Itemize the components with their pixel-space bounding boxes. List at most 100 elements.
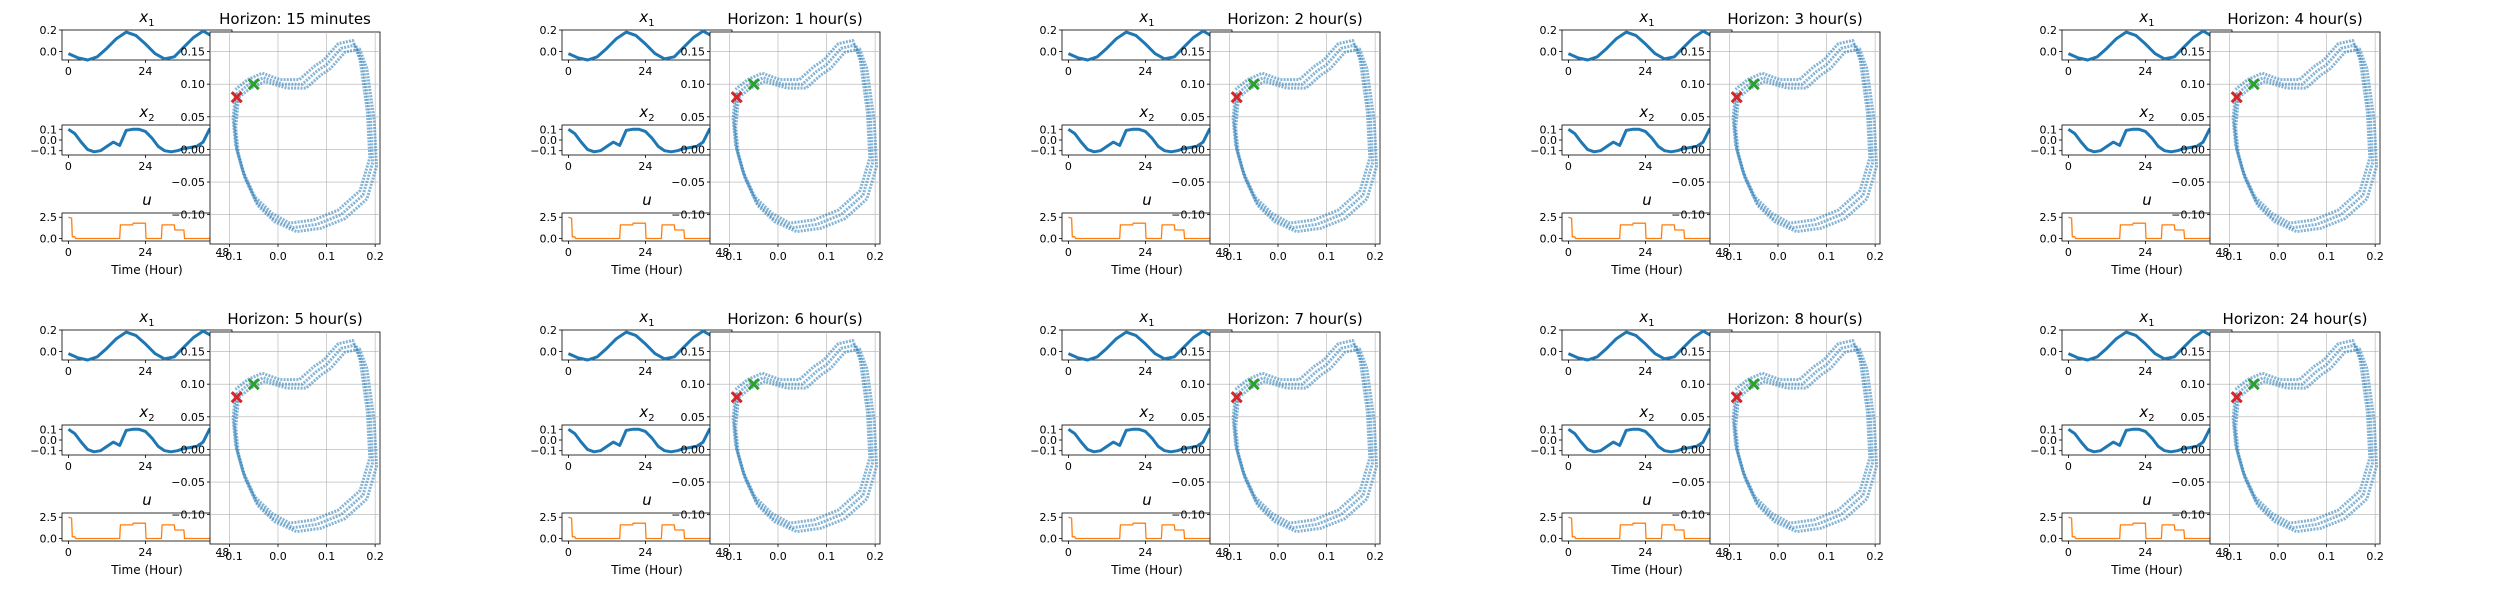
- horizon-panel-group: x10.20.002448x20.10.0−0.102448u2.50.0024…: [1530, 8, 1884, 277]
- x1-title-subscript: 1: [1148, 318, 1154, 329]
- phase-ytick-label: 0.15: [181, 346, 206, 359]
- u-ytick-label: 0.0: [2040, 232, 2058, 245]
- u-title: u: [2142, 491, 2152, 509]
- x2-ytick-label: 0.0: [40, 134, 58, 147]
- phase-ytick-label: 0.10: [681, 78, 706, 91]
- u-ytick-label: 2.5: [540, 211, 558, 224]
- x1-series-line: [2067, 329, 2230, 362]
- u-axes-frame: [1061, 212, 1233, 242]
- phase-xtick-label: 0.2: [1866, 550, 1884, 563]
- phase-xtick-label: −0.1: [2216, 250, 2243, 263]
- u-axes-frame: [61, 212, 233, 242]
- phase-trajectory: [231, 339, 372, 525]
- x2-title-subscript: 2: [648, 413, 654, 424]
- x1-title: x1: [638, 308, 654, 329]
- phase-xtick-label: 0.2: [366, 250, 384, 263]
- phase-ytick-label: −0.10: [671, 509, 705, 522]
- u-axes-frame: [1561, 212, 1733, 242]
- x2-ytick-label: 0.0: [540, 134, 558, 147]
- horizon-panel-group: x10.20.002448x20.10.0−0.102448u2.50.0024…: [30, 8, 384, 277]
- phase-trajectory: [1731, 39, 1872, 225]
- x2-title-subscript: 2: [148, 113, 154, 124]
- u-axes-frame: [1061, 512, 1233, 542]
- u-xtick-label: 24: [638, 546, 652, 559]
- u-xtick-label: 24: [1638, 546, 1652, 559]
- phase-trajectory: [1231, 339, 1372, 525]
- x1-xtick-label: 0: [65, 65, 72, 78]
- time-axis-label: Time (Hour): [1110, 263, 1182, 277]
- x2-xtick-label: 0: [565, 160, 572, 173]
- x2-title-symbol: x: [138, 103, 148, 121]
- end-marker: [1247, 78, 1260, 91]
- x1-ytick-label: 0.0: [2040, 45, 2058, 58]
- x1-ytick-label: 0.2: [40, 24, 58, 37]
- x1-title: x1: [1638, 8, 1654, 29]
- x2-title-subscript: 2: [1148, 413, 1154, 424]
- time-axis-label: Time (Hour): [610, 563, 682, 577]
- x1-title-symbol: x: [2138, 308, 2148, 326]
- x1-title: x1: [1138, 8, 1154, 29]
- end-marker: [2247, 78, 2260, 91]
- x1-title-symbol: x: [638, 308, 648, 326]
- x2-series-line: [67, 427, 230, 454]
- u-ytick-label: 2.5: [1540, 511, 1558, 524]
- u-ytick-label: 0.0: [40, 532, 58, 545]
- x1-ytick-label: 0.0: [40, 345, 58, 358]
- x1-title: x1: [2138, 308, 2154, 329]
- x2-ytick-label: −0.1: [2030, 445, 2057, 458]
- phase-ytick-label: 0.15: [681, 46, 706, 59]
- phase-axes-frame: [709, 331, 881, 545]
- phase-xtick-label: 0.0: [2269, 250, 2287, 263]
- phase-title: Horizon: 8 hour(s): [1727, 310, 1862, 328]
- x2-title: x2: [1138, 103, 1154, 124]
- phase-axes-frame: [1709, 31, 1881, 245]
- phase-title: Horizon: 15 minutes: [219, 10, 371, 28]
- phase-ytick-label: −0.10: [1671, 209, 1705, 222]
- horizon-panel-group: x10.20.002448x20.10.0−0.102448u2.50.0024…: [30, 308, 384, 577]
- x2-title-subscript: 2: [1648, 413, 1654, 424]
- x1-title: x1: [638, 8, 654, 29]
- time-axis-label: Time (Hour): [110, 563, 182, 577]
- u-xtick-label: 48: [2215, 246, 2229, 259]
- phase-ytick-label: −0.05: [1171, 176, 1205, 189]
- x2-ytick-label: 0.1: [1540, 423, 1558, 436]
- x1-title-subscript: 1: [1648, 18, 1654, 29]
- x1-title-symbol: x: [638, 8, 648, 26]
- horizon-panel-group: x10.20.002448x20.10.0−0.102448u2.50.0024…: [1030, 308, 1384, 577]
- start-marker: [1730, 391, 1743, 404]
- x1-title-symbol: x: [1138, 308, 1148, 326]
- x2-series-line: [2067, 427, 2230, 454]
- u-xtick-label: 24: [1638, 246, 1652, 259]
- u-title: u: [2142, 191, 2152, 209]
- phase-ytick-label: 0.15: [181, 46, 206, 59]
- x2-ytick-label: 0.1: [1040, 123, 1058, 136]
- x2-ytick-label: 0.1: [1540, 123, 1558, 136]
- x2-ytick-label: −0.1: [530, 445, 557, 458]
- u-ytick-label: 0.0: [1540, 532, 1558, 545]
- x1-ytick-label: 0.2: [1540, 24, 1558, 37]
- phase-axes-frame: [209, 31, 381, 245]
- x2-ytick-label: 0.0: [1040, 134, 1058, 147]
- x2-ytick-label: 0.0: [1540, 434, 1558, 447]
- phase-title: Horizon: 1 hour(s): [727, 10, 862, 28]
- x1-title-subscript: 1: [648, 18, 654, 29]
- u-xtick-label: 0: [1565, 546, 1572, 559]
- phase-ytick-label: 0.00: [181, 143, 206, 156]
- x2-ytick-label: 0.1: [540, 423, 558, 436]
- x1-title-symbol: x: [138, 8, 148, 26]
- x1-title-subscript: 1: [2148, 18, 2154, 29]
- x1-title-subscript: 1: [1648, 318, 1654, 329]
- end-marker: [1747, 378, 1760, 391]
- phase-xtick-label: 0.0: [1769, 550, 1787, 563]
- x2-xtick-label: 0: [565, 460, 572, 473]
- x2-title: x2: [638, 403, 654, 424]
- x2-title: x2: [2138, 403, 2154, 424]
- phase-xtick-label: 0.0: [769, 550, 787, 563]
- x2-xtick-label: 0: [1065, 460, 1072, 473]
- x1-series-line: [67, 329, 230, 362]
- phase-xtick-label: −0.1: [2216, 550, 2243, 563]
- phase-ytick-label: 0.15: [681, 346, 706, 359]
- phase-ytick-label: 0.05: [181, 111, 206, 124]
- phase-ytick-label: 0.15: [1681, 46, 1706, 59]
